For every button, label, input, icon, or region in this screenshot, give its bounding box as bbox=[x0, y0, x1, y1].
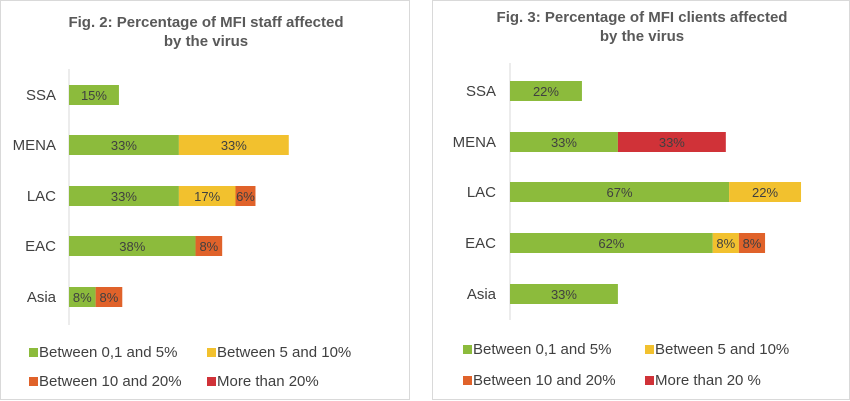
bar-segment bbox=[510, 132, 618, 152]
legend-swatch bbox=[645, 376, 654, 385]
legend-swatch bbox=[645, 345, 654, 354]
bar-segment bbox=[510, 81, 582, 101]
bar-data-label: 8% bbox=[716, 236, 735, 251]
bar-data-label: 67% bbox=[607, 185, 633, 200]
bar-data-label: 22% bbox=[752, 185, 778, 200]
bar-segment bbox=[712, 233, 739, 253]
bar-segment bbox=[178, 186, 236, 206]
bar-segment bbox=[195, 236, 223, 256]
bar-data-label: 33% bbox=[111, 138, 137, 153]
bar-data-label: 8% bbox=[100, 290, 119, 305]
category-label: EAC bbox=[465, 235, 496, 252]
bar-data-label: 6% bbox=[236, 189, 255, 204]
legend-label: Between 5 and 10% bbox=[217, 344, 351, 361]
bar-segment bbox=[178, 135, 289, 155]
bar-data-label: 62% bbox=[598, 236, 624, 251]
bar-data-label: 33% bbox=[221, 138, 247, 153]
category-label: MENA bbox=[13, 137, 56, 154]
bar-data-label: 33% bbox=[551, 135, 577, 150]
bar-segment bbox=[69, 186, 179, 206]
bar-data-label: 8% bbox=[73, 290, 92, 305]
bar-data-label: 8% bbox=[743, 236, 762, 251]
bar-data-label: 15% bbox=[81, 88, 107, 103]
chart-title-line: Fig. 2: Percentage of MFI staff affected bbox=[68, 14, 343, 31]
bar-segment bbox=[738, 233, 766, 253]
category-label: MENA bbox=[453, 134, 496, 151]
legend-swatch bbox=[207, 377, 216, 386]
category-label: SSA bbox=[26, 87, 56, 104]
bar-segment bbox=[510, 182, 730, 202]
legend-label: Between 10 and 20% bbox=[473, 372, 616, 389]
bar-data-label: 8% bbox=[199, 239, 218, 254]
legend-swatch bbox=[29, 377, 38, 386]
chart-title-line: Fig. 3: Percentage of MFI clients affect… bbox=[497, 9, 788, 26]
legend-label: More than 20 % bbox=[655, 372, 761, 389]
staff-affected-chart: Fig. 2: Percentage of MFI staff affected… bbox=[13, 14, 352, 390]
category-label: EAC bbox=[25, 238, 56, 255]
category-label: LAC bbox=[467, 184, 496, 201]
bar-segment bbox=[510, 284, 618, 304]
clients-affected-chart: Fig. 3: Percentage of MFI clients affect… bbox=[453, 9, 802, 389]
legend-swatch bbox=[207, 348, 216, 357]
category-label: Asia bbox=[27, 289, 57, 306]
legend-swatch bbox=[29, 348, 38, 357]
chart-panel-staff: Fig. 2: Percentage of MFI staff affected… bbox=[0, 0, 410, 400]
bar-data-label: 38% bbox=[119, 239, 145, 254]
category-label: LAC bbox=[27, 188, 56, 205]
bar-segment bbox=[69, 236, 196, 256]
bar-data-label: 17% bbox=[194, 189, 220, 204]
bar-segment bbox=[95, 287, 123, 307]
bar-data-label: 33% bbox=[111, 189, 137, 204]
bar-segment bbox=[235, 186, 256, 206]
legend-label: Between 0,1 and 5% bbox=[39, 344, 177, 361]
legend-label: Between 10 and 20% bbox=[39, 373, 182, 390]
chart-panel-clients: Fig. 3: Percentage of MFI clients affect… bbox=[432, 0, 850, 400]
bar-data-label: 22% bbox=[533, 84, 559, 99]
bar-segment bbox=[617, 132, 726, 152]
bar-segment bbox=[729, 182, 802, 202]
bar-segment bbox=[510, 233, 713, 253]
legend-label: Between 0,1 and 5% bbox=[473, 341, 611, 358]
chart-title-line: by the virus bbox=[164, 33, 248, 50]
bar-segment bbox=[69, 135, 179, 155]
bar-data-label: 33% bbox=[551, 287, 577, 302]
category-label: Asia bbox=[467, 286, 497, 303]
legend-swatch bbox=[463, 345, 472, 354]
chart-title-line: by the virus bbox=[600, 28, 684, 45]
bar-data-label: 33% bbox=[659, 135, 685, 150]
bar-segment bbox=[69, 85, 119, 105]
category-label: SSA bbox=[466, 83, 496, 100]
legend-label: Between 5 and 10% bbox=[655, 341, 789, 358]
legend-swatch bbox=[463, 376, 472, 385]
legend-label: More than 20% bbox=[217, 373, 319, 390]
bar-segment bbox=[69, 287, 96, 307]
